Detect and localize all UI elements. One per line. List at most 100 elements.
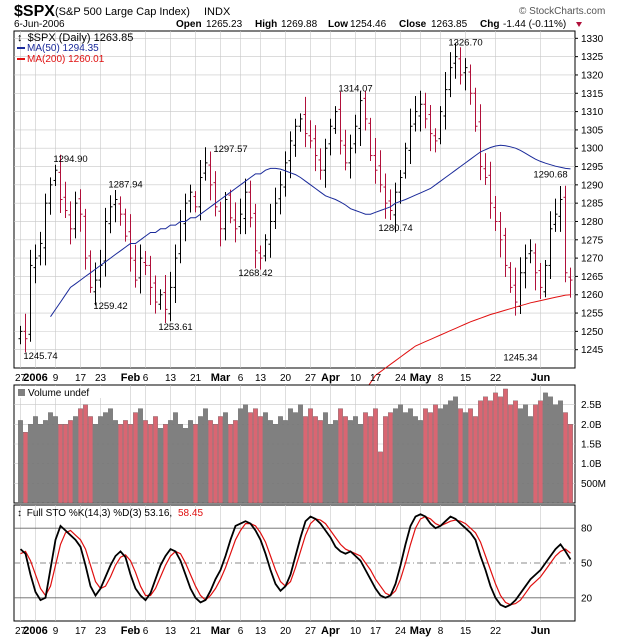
- price-xtick-label: May: [410, 372, 432, 384]
- volume-legend-bg: [15, 386, 107, 398]
- low-label: Low: [328, 19, 348, 30]
- volume-bar: [233, 420, 238, 504]
- quote-line: Open 1265.23 High 1269.88 Low 1254.46 Cl…: [176, 19, 582, 30]
- volume-bar: [408, 408, 413, 504]
- price-annotation: 1287.94: [108, 179, 142, 190]
- volume-bar: [333, 420, 338, 504]
- volume-bar: [88, 416, 93, 504]
- price-xtick-label: 10: [350, 373, 362, 384]
- volume-bar: [223, 412, 228, 504]
- open-label: Open: [176, 19, 202, 30]
- volume-bar: [328, 424, 333, 504]
- sto-xtick-label: Apr: [321, 625, 341, 637]
- sto-ytick-label: 20: [581, 593, 593, 604]
- volume-bar: [398, 404, 403, 504]
- price-ytick-label: 1325: [581, 52, 604, 63]
- price-panel: 1245.74 1294.90 1287.94 1259.42 1253.61 1297.…: [13, 30, 604, 420]
- volume-bar: [163, 424, 168, 504]
- price-ytick-label: 1270: [581, 254, 604, 265]
- chart-header: $SPX (S&P 500 Large Cap Index) INDX © St…: [14, 3, 605, 30]
- price-xtick-label: Mar: [211, 372, 231, 384]
- volume-bar: [118, 424, 123, 504]
- chg-value: -1.44 (-0.11%): [503, 19, 566, 30]
- price-ytick-label: 1320: [581, 70, 604, 81]
- quote-date: 6-Jun-2006: [14, 19, 65, 30]
- volume-bar: [188, 420, 193, 504]
- volume-bar: [448, 400, 453, 504]
- price-annotations: 1245.74 1294.90 1287.94 1259.42 1253.61 1297.…: [23, 37, 567, 363]
- volume-bar: [203, 408, 208, 504]
- price-xtick-label: 27: [15, 373, 27, 384]
- down-arrow-icon: [576, 22, 582, 27]
- sto-xtick-label: 6: [143, 626, 149, 637]
- price-xtick-label: 15: [460, 373, 472, 384]
- volume-bar: [453, 396, 458, 504]
- volume-bar: [353, 416, 358, 504]
- sto-xtick-label: 6: [238, 626, 244, 637]
- sto-xtick-label: 8: [438, 626, 444, 637]
- volume-legend-icon: [18, 389, 25, 396]
- price-annotation: 1290.68: [533, 169, 567, 180]
- price-ytick-label: 1300: [581, 144, 604, 155]
- volume-bar: [438, 408, 443, 504]
- volume-bar: [218, 416, 223, 504]
- volume-bar: [28, 424, 33, 504]
- sto-d-line: [20, 515, 571, 606]
- volume-bar: [443, 404, 448, 504]
- sto-xtick-label: Mar: [211, 625, 231, 637]
- price-xtick-label: Feb: [121, 372, 141, 384]
- volume-bar: [533, 404, 538, 504]
- volume-bar: [98, 416, 103, 504]
- volume-bar: [393, 408, 398, 504]
- sto-ytick-label: 80: [581, 524, 593, 535]
- price-annotation: 1253.61: [158, 322, 192, 333]
- volume-bar: [358, 424, 363, 504]
- source-credit: © StockCharts.com: [519, 6, 605, 17]
- price-legend: ↕ $SPX (Daily) 1263.85 MA(50) 1294.35 MA…: [17, 32, 133, 65]
- sto-xtick-label: 13: [255, 626, 267, 637]
- price-xtick-label: 20: [280, 373, 292, 384]
- sto-ytick-label: 50: [581, 559, 593, 570]
- open-value: 1265.23: [206, 19, 243, 30]
- volume-ytick-label: 1.0B: [581, 459, 602, 470]
- volume-bar: [258, 416, 263, 504]
- sto-xtick-label: 27: [15, 626, 27, 637]
- price-annotation: 1280.74: [378, 223, 412, 234]
- price-ytick-label: 1295: [581, 162, 604, 173]
- low-value: 1254.46: [350, 19, 387, 30]
- price-ytick-label: 1265: [581, 272, 604, 283]
- volume-bar: [273, 424, 278, 504]
- volume-ytick-label: 2.5B: [581, 400, 602, 411]
- price-ytick-label: 1285: [581, 199, 604, 210]
- sto-xtick-label: Jun: [531, 625, 551, 637]
- volume-bar: [58, 424, 63, 504]
- legend-sto: ↕ Full STO %K(14,3) %D(3) 53.16, 58.45: [17, 508, 203, 519]
- volume-bar: [303, 416, 308, 504]
- legend-ma50: MA(50) 1294.35: [27, 43, 99, 54]
- volume-bar: [248, 412, 253, 504]
- volume-bar: [228, 424, 233, 504]
- volume-bar: [293, 412, 298, 504]
- volume-bar: [458, 408, 463, 504]
- ma50-line: [50, 144, 571, 317]
- volume-bar: [528, 416, 533, 504]
- price-ytick-label: 1260: [581, 290, 604, 301]
- volume-bar: [83, 404, 88, 504]
- volume-bar: [103, 412, 108, 504]
- volume-bar: [418, 420, 423, 504]
- sto-grid: [14, 505, 575, 621]
- price-annotation: 1294.90: [53, 154, 87, 165]
- volume-bar: [63, 424, 68, 504]
- price-ytick-label: 1250: [581, 327, 604, 338]
- volume-bar: [488, 400, 493, 504]
- exchange: INDX: [204, 6, 231, 18]
- volume-bar: [143, 420, 148, 504]
- volume-bar: [73, 416, 78, 504]
- price-xtick-label: 17: [370, 373, 382, 384]
- volume-bar: [53, 416, 58, 504]
- sto-xtick-label: May: [410, 625, 432, 637]
- price-xtick-label: 2006: [23, 372, 47, 384]
- volume-bar: [338, 408, 343, 504]
